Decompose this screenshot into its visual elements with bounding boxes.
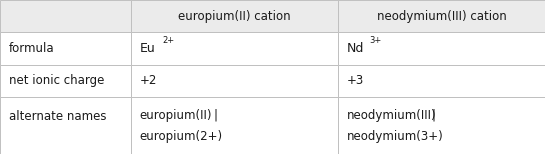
Bar <box>338 97 545 154</box>
Text: +3: +3 <box>347 74 364 87</box>
Text: 2+: 2+ <box>162 36 174 45</box>
Bar <box>0 0 131 32</box>
Text: net ionic charge: net ionic charge <box>9 74 104 87</box>
Text: neodymium(III) cation: neodymium(III) cation <box>377 10 506 23</box>
Bar <box>131 0 338 32</box>
Text: |: | <box>431 109 435 122</box>
Bar <box>338 65 545 97</box>
Text: Nd: Nd <box>347 42 364 55</box>
Bar <box>0 32 131 65</box>
Bar <box>131 65 338 97</box>
Text: |: | <box>213 109 217 122</box>
Text: neodymium(3+): neodymium(3+) <box>347 130 444 143</box>
Bar <box>0 97 131 154</box>
Text: formula: formula <box>9 42 54 55</box>
Text: europium(2+): europium(2+) <box>140 130 223 143</box>
Bar <box>131 32 338 65</box>
Bar <box>338 32 545 65</box>
Text: Eu: Eu <box>140 42 155 55</box>
Text: 3+: 3+ <box>370 36 382 45</box>
Bar <box>131 97 338 154</box>
Bar <box>338 0 545 32</box>
Text: alternate names: alternate names <box>9 110 106 124</box>
Text: +2: +2 <box>140 74 157 87</box>
Text: europium(II): europium(II) <box>140 109 212 122</box>
Text: europium(II) cation: europium(II) cation <box>178 10 290 23</box>
Text: neodymium(III): neodymium(III) <box>347 109 436 122</box>
Bar <box>0 65 131 97</box>
